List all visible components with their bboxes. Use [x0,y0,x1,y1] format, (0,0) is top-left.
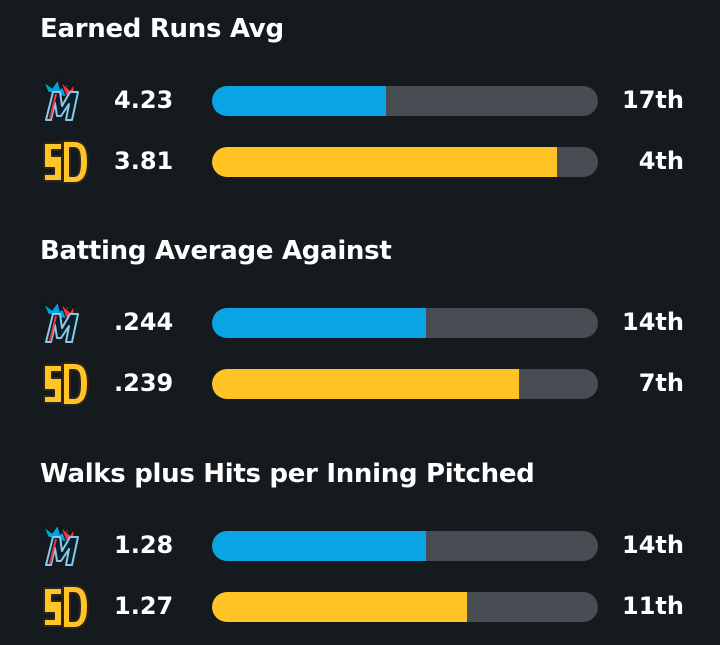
league-rank: 17th [622,86,684,114]
stat-bar-fill [212,531,427,561]
stat-bar-track [212,592,598,622]
padres-logo-icon [36,582,92,632]
team-stat-row: .239 7th [0,359,720,409]
padres-logo-icon [36,359,92,409]
padres-logo-icon [36,137,92,187]
team-stat-row: 1.28 14th [0,521,720,571]
marlins-logo-icon [36,298,92,348]
team-stat-row: 3.81 4th [0,137,720,187]
stat-bar-track [212,86,598,116]
section-title: Walks plus Hits per Inning Pitched [40,459,535,489]
stat-value: .239 [114,369,174,397]
league-rank: 14th [622,308,684,336]
league-rank: 11th [622,592,684,620]
stat-bar-track [212,531,598,561]
league-rank: 7th [638,369,684,397]
stat-bar-fill [212,592,467,622]
stat-bar-fill [212,86,386,116]
section-title: Earned Runs Avg [40,14,284,44]
stat-bar-fill [212,147,558,177]
team-stat-row: .244 14th [0,298,720,348]
stat-bar-track [212,147,598,177]
stat-value: 4.23 [114,86,174,114]
stat-value: 3.81 [114,147,174,175]
stat-bar-track [212,369,598,399]
section-title: Batting Average Against [40,236,392,266]
marlins-logo-icon [36,76,92,126]
team-stat-row: 1.27 11th [0,582,720,632]
league-rank: 4th [638,147,684,175]
marlins-logo-icon [36,521,92,571]
stat-value: 1.27 [114,592,174,620]
stat-value: .244 [114,308,174,336]
team-stat-row: 4.23 17th [0,76,720,126]
stat-value: 1.28 [114,531,174,559]
league-rank: 14th [622,531,684,559]
stat-bar-fill [212,308,427,338]
stat-bar-track [212,308,598,338]
stat-bar-fill [212,369,519,399]
